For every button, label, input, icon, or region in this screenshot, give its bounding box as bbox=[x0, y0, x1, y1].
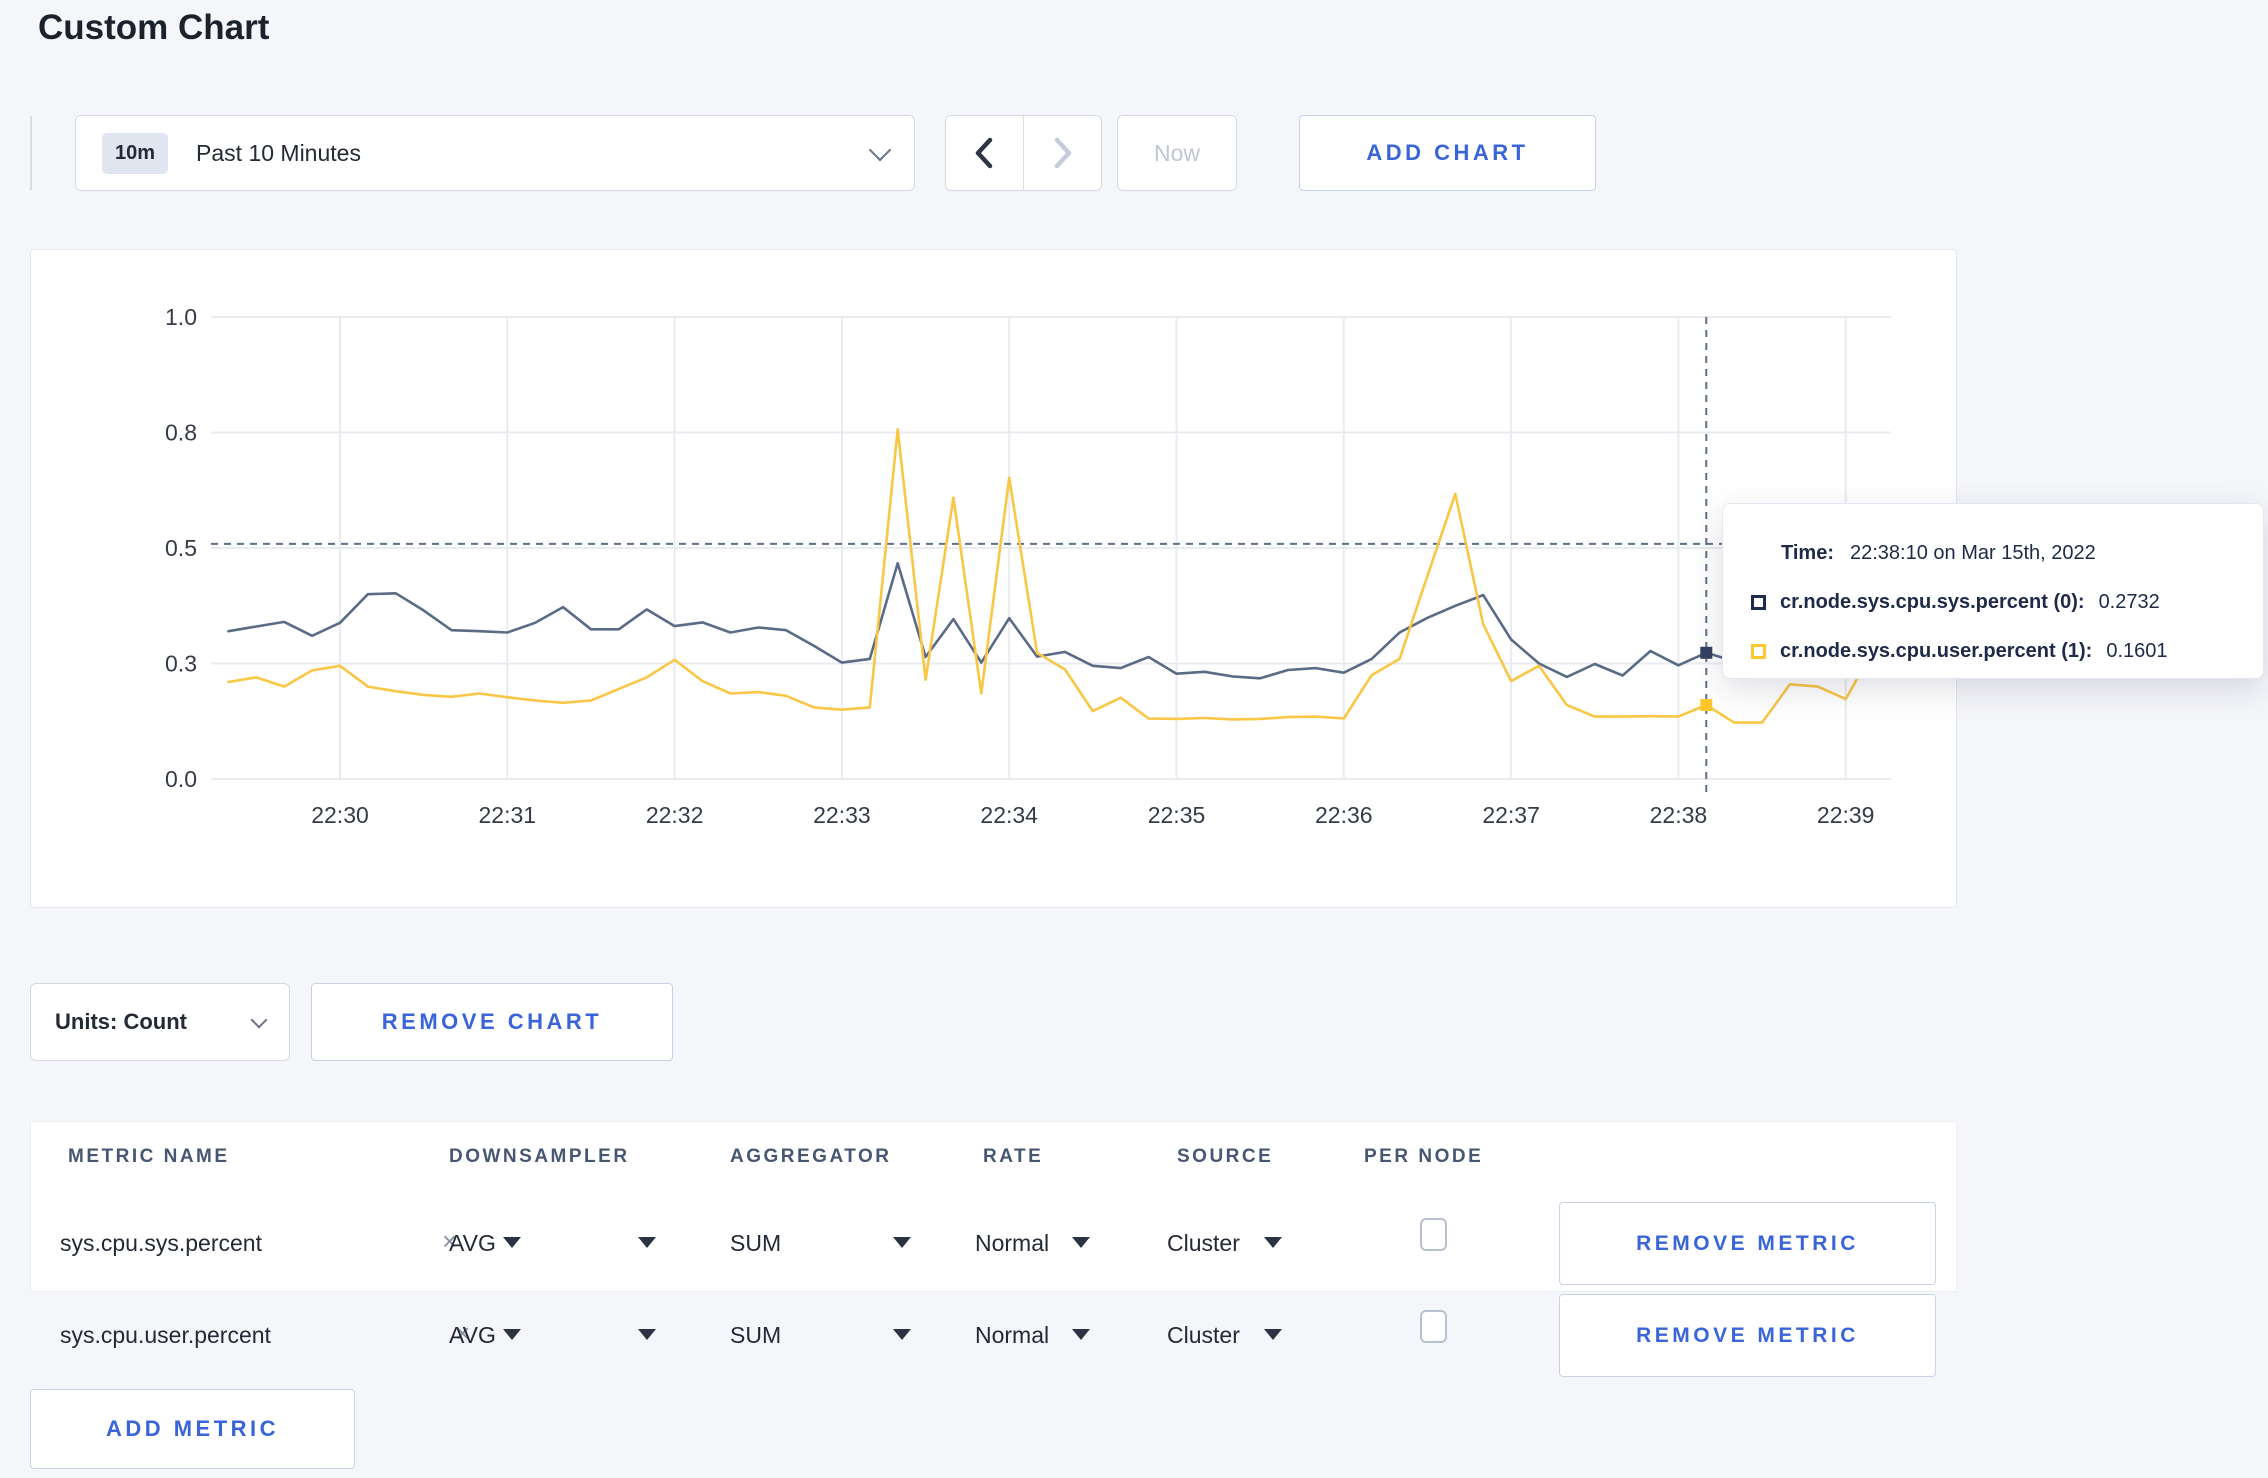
source-select[interactable]: Cluster bbox=[1167, 1230, 1240, 1256]
caret-down-icon[interactable] bbox=[1264, 1329, 1282, 1340]
time-range-label: Past 10 Minutes bbox=[196, 139, 361, 166]
clear-metric-icon[interactable]: × bbox=[455, 1318, 471, 1348]
pager-divider bbox=[1022, 116, 1025, 190]
caret-down-icon[interactable] bbox=[1072, 1329, 1090, 1340]
chevron-down-icon bbox=[868, 138, 892, 162]
source-select[interactable]: Cluster bbox=[1167, 1322, 1240, 1348]
time-pager bbox=[945, 115, 1102, 191]
column-header-source: SOURCE bbox=[1177, 1146, 1274, 1167]
tooltip-series-name: cr.node.sys.cpu.sys.percent (0): bbox=[1780, 590, 2085, 613]
page-title: Custom Chart bbox=[38, 8, 270, 47]
column-header-downsampler: DOWNSAMPLER bbox=[449, 1146, 630, 1167]
svg-text:22:34: 22:34 bbox=[980, 802, 1038, 828]
svg-text:0.3: 0.3 bbox=[165, 651, 197, 677]
per-node-checkbox[interactable] bbox=[1420, 1218, 1447, 1251]
svg-text:22:32: 22:32 bbox=[646, 802, 704, 828]
aggregator-select[interactable]: SUM bbox=[730, 1230, 782, 1256]
series-swatch-icon bbox=[1751, 643, 1766, 659]
tooltip-time-value: 22:38:10 on Mar 15th, 2022 bbox=[1849, 541, 2096, 564]
toolbar-divider bbox=[30, 116, 32, 190]
svg-text:22:38: 22:38 bbox=[1650, 802, 1708, 828]
aggregator-select[interactable]: SUM bbox=[730, 1322, 782, 1348]
chart-card: 0.0 0.3 0.5 0.8 1.0 22:30 22:31 22:32 22:33 22:34… bbox=[30, 249, 1957, 908]
caret-down-icon[interactable] bbox=[638, 1237, 656, 1248]
add-metric-button[interactable]: ADD METRIC bbox=[30, 1389, 355, 1469]
svg-text:22:37: 22:37 bbox=[1482, 802, 1540, 828]
timeseries-chart[interactable]: 0.0 0.3 0.5 0.8 1.0 22:30 22:31 22:32 22:33 22:34… bbox=[31, 250, 1956, 907]
tooltip-series-value: 0.1601 bbox=[2106, 639, 2168, 662]
clear-metric-icon[interactable]: × bbox=[442, 1226, 458, 1256]
units-dropdown[interactable]: Units: Count bbox=[30, 983, 290, 1061]
svg-text:1.0: 1.0 bbox=[165, 304, 197, 330]
downsampler-select[interactable]: AVG bbox=[449, 1322, 496, 1348]
chevron-down-icon bbox=[250, 1011, 268, 1029]
caret-down-icon[interactable] bbox=[893, 1237, 911, 1248]
remove-metric-button[interactable]: REMOVE METRIC bbox=[1559, 1202, 1936, 1285]
metric-name-select[interactable]: sys.cpu.user.percent bbox=[60, 1322, 271, 1348]
svg-text:0.8: 0.8 bbox=[165, 420, 197, 446]
svg-text:22:39: 22:39 bbox=[1817, 802, 1875, 828]
svg-text:0.5: 0.5 bbox=[165, 535, 197, 561]
caret-down-icon[interactable] bbox=[503, 1329, 521, 1340]
add-chart-button[interactable]: ADD CHART bbox=[1299, 115, 1596, 191]
caret-down-icon[interactable] bbox=[638, 1329, 656, 1340]
column-header-aggregator: AGGREGATOR bbox=[730, 1146, 892, 1167]
chart-tooltip: Time: 22:38:10 on Mar 15th, 2022 cr.node… bbox=[1722, 503, 2264, 679]
chevron-right-icon bbox=[1054, 137, 1071, 169]
time-range-badge: 10m bbox=[102, 132, 169, 174]
remove-chart-button[interactable]: REMOVE CHART bbox=[311, 983, 673, 1061]
column-header-metric-name: METRIC NAME bbox=[68, 1146, 230, 1167]
tooltip-series-name: cr.node.sys.cpu.user.percent (1): bbox=[1780, 639, 2093, 662]
caret-down-icon[interactable] bbox=[893, 1329, 911, 1340]
series-swatch-icon bbox=[1751, 594, 1766, 610]
column-header-per-node: PER NODE bbox=[1364, 1146, 1484, 1167]
svg-text:22:30: 22:30 bbox=[311, 802, 369, 828]
svg-text:22:36: 22:36 bbox=[1315, 802, 1373, 828]
time-forward-button[interactable] bbox=[1024, 116, 1101, 190]
caret-down-icon[interactable] bbox=[1264, 1237, 1282, 1248]
column-header-rate: RATE bbox=[983, 1146, 1044, 1167]
remove-metric-button[interactable]: REMOVE METRIC bbox=[1559, 1294, 1936, 1377]
time-range-dropdown[interactable]: 10m Past 10 Minutes bbox=[75, 115, 915, 191]
tooltip-series-value: 0.2732 bbox=[2098, 590, 2160, 613]
rate-select[interactable]: Normal bbox=[975, 1322, 1050, 1348]
svg-text:0.0: 0.0 bbox=[165, 766, 197, 792]
tooltip-time-label: Time: bbox=[1781, 541, 1834, 564]
svg-text:22:33: 22:33 bbox=[813, 802, 871, 828]
metric-name-select[interactable]: sys.cpu.sys.percent bbox=[60, 1230, 262, 1256]
now-button[interactable]: Now bbox=[1117, 115, 1237, 191]
per-node-checkbox[interactable] bbox=[1420, 1310, 1447, 1343]
caret-down-icon[interactable] bbox=[1072, 1237, 1090, 1248]
time-back-button[interactable] bbox=[946, 116, 1023, 190]
downsampler-select[interactable]: AVG bbox=[449, 1230, 496, 1256]
svg-text:22:35: 22:35 bbox=[1148, 802, 1206, 828]
svg-text:22:31: 22:31 bbox=[479, 802, 537, 828]
units-label: Units: Count bbox=[55, 1009, 187, 1034]
rate-select[interactable]: Normal bbox=[975, 1230, 1050, 1256]
caret-down-icon[interactable] bbox=[503, 1237, 521, 1248]
chevron-left-icon bbox=[976, 137, 993, 169]
